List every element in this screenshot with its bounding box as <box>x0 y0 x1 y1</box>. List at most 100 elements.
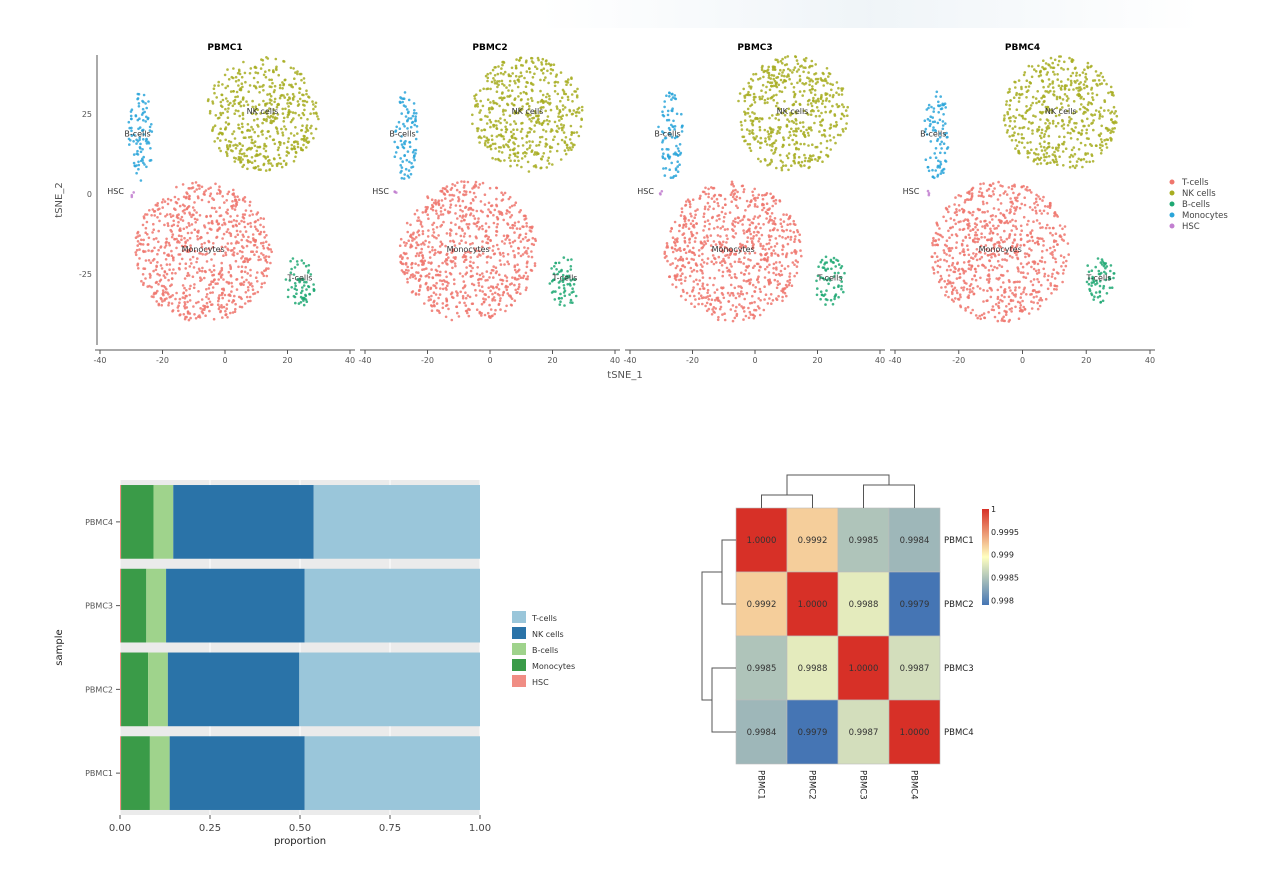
point-t-cells <box>249 209 253 213</box>
point-nk-cells <box>1008 87 1011 91</box>
point-nk-cells <box>739 120 743 124</box>
point-t-cells <box>456 311 459 315</box>
point-t-cells <box>138 257 141 260</box>
point-t-cells <box>465 266 468 269</box>
point-t-cells <box>720 264 724 267</box>
point-nk-cells <box>1073 80 1076 83</box>
point-t-cells <box>707 208 710 211</box>
point-t-cells <box>756 230 759 234</box>
point-t-cells <box>752 230 756 234</box>
point-b-cells <box>560 296 563 300</box>
point-nk-cells <box>534 65 537 68</box>
point-t-cells <box>162 274 166 277</box>
point-hsc <box>132 191 135 194</box>
point-b-cells <box>297 278 301 282</box>
point-t-cells <box>754 286 757 289</box>
point-nk-cells <box>263 155 267 159</box>
point-b-cells <box>563 289 567 293</box>
point-nk-cells <box>821 118 825 121</box>
point-nk-cells <box>520 127 524 131</box>
point-t-cells <box>742 273 746 276</box>
point-b-cells <box>289 271 293 275</box>
point-t-cells <box>186 310 190 313</box>
point-b-cells <box>300 277 304 281</box>
point-nk-cells <box>794 119 798 122</box>
point-t-cells <box>678 223 681 227</box>
point-t-cells <box>482 297 485 301</box>
point-t-cells <box>247 258 251 262</box>
point-t-cells <box>240 276 244 279</box>
point-t-cells <box>148 284 151 288</box>
point-nk-cells <box>772 94 776 97</box>
point-t-cells <box>709 302 712 306</box>
point-nk-cells <box>537 58 540 62</box>
point-nk-cells <box>812 154 815 157</box>
point-t-cells <box>433 299 436 303</box>
point-t-cells <box>250 250 253 253</box>
point-nk-cells <box>232 67 235 70</box>
point-b-cells <box>572 290 575 294</box>
point-t-cells <box>779 218 782 221</box>
point-nk-cells <box>571 143 575 146</box>
point-t-cells <box>488 303 491 307</box>
point-t-cells <box>724 203 727 206</box>
point-t-cells <box>188 194 191 198</box>
point-t-cells <box>416 219 419 222</box>
point-t-cells <box>172 268 175 271</box>
point-nk-cells <box>559 71 563 74</box>
point-t-cells <box>409 245 413 248</box>
point-t-cells <box>787 283 791 287</box>
point-t-cells <box>754 199 757 202</box>
cluster-label: T-cells <box>552 274 578 283</box>
point-nk-cells <box>787 152 791 155</box>
point-nk-cells <box>790 164 793 167</box>
point-t-cells <box>260 252 263 255</box>
point-nk-cells <box>275 127 279 130</box>
point-t-cells <box>957 194 960 197</box>
point-nk-cells <box>1080 129 1084 132</box>
point-t-cells <box>413 212 417 216</box>
point-nk-cells <box>1077 157 1080 161</box>
point-t-cells <box>727 300 731 303</box>
point-t-cells <box>775 268 778 271</box>
point-b-cells <box>302 303 306 307</box>
point-nk-cells <box>1045 155 1048 159</box>
point-nk-cells <box>488 111 492 114</box>
point-nk-cells <box>246 103 250 107</box>
point-nk-cells <box>792 159 795 163</box>
point-t-cells <box>740 271 743 275</box>
point-nk-cells <box>835 120 838 124</box>
point-t-cells <box>747 272 751 275</box>
point-nk-cells <box>1057 59 1061 63</box>
point-t-cells <box>484 222 488 225</box>
point-t-cells <box>799 249 802 252</box>
point-t-cells <box>435 236 438 240</box>
point-nk-cells <box>803 89 806 93</box>
point-t-cells <box>464 309 468 313</box>
point-nk-cells <box>287 151 291 155</box>
point-t-cells <box>493 312 497 316</box>
point-nk-cells <box>772 98 775 102</box>
point-nk-cells <box>752 95 756 99</box>
point-nk-cells <box>1103 139 1106 142</box>
point-t-cells <box>489 211 493 214</box>
point-nk-cells <box>294 111 297 115</box>
point-t-cells <box>136 235 139 238</box>
point-nk-cells <box>1073 152 1077 156</box>
point-t-cells <box>505 288 509 292</box>
point-monocytes <box>400 97 403 100</box>
point-t-cells <box>188 299 192 302</box>
point-nk-cells <box>502 145 506 149</box>
point-nk-cells <box>530 120 533 123</box>
point-monocytes <box>407 169 411 172</box>
point-nk-cells <box>509 123 512 126</box>
point-b-cells <box>837 271 840 275</box>
point-b-cells <box>569 268 573 271</box>
point-t-cells <box>427 276 431 279</box>
point-t-cells <box>170 271 174 275</box>
point-nk-cells <box>829 109 833 113</box>
point-nk-cells <box>484 143 487 147</box>
point-t-cells <box>721 274 724 278</box>
point-nk-cells <box>496 72 500 76</box>
point-nk-cells <box>803 83 806 86</box>
